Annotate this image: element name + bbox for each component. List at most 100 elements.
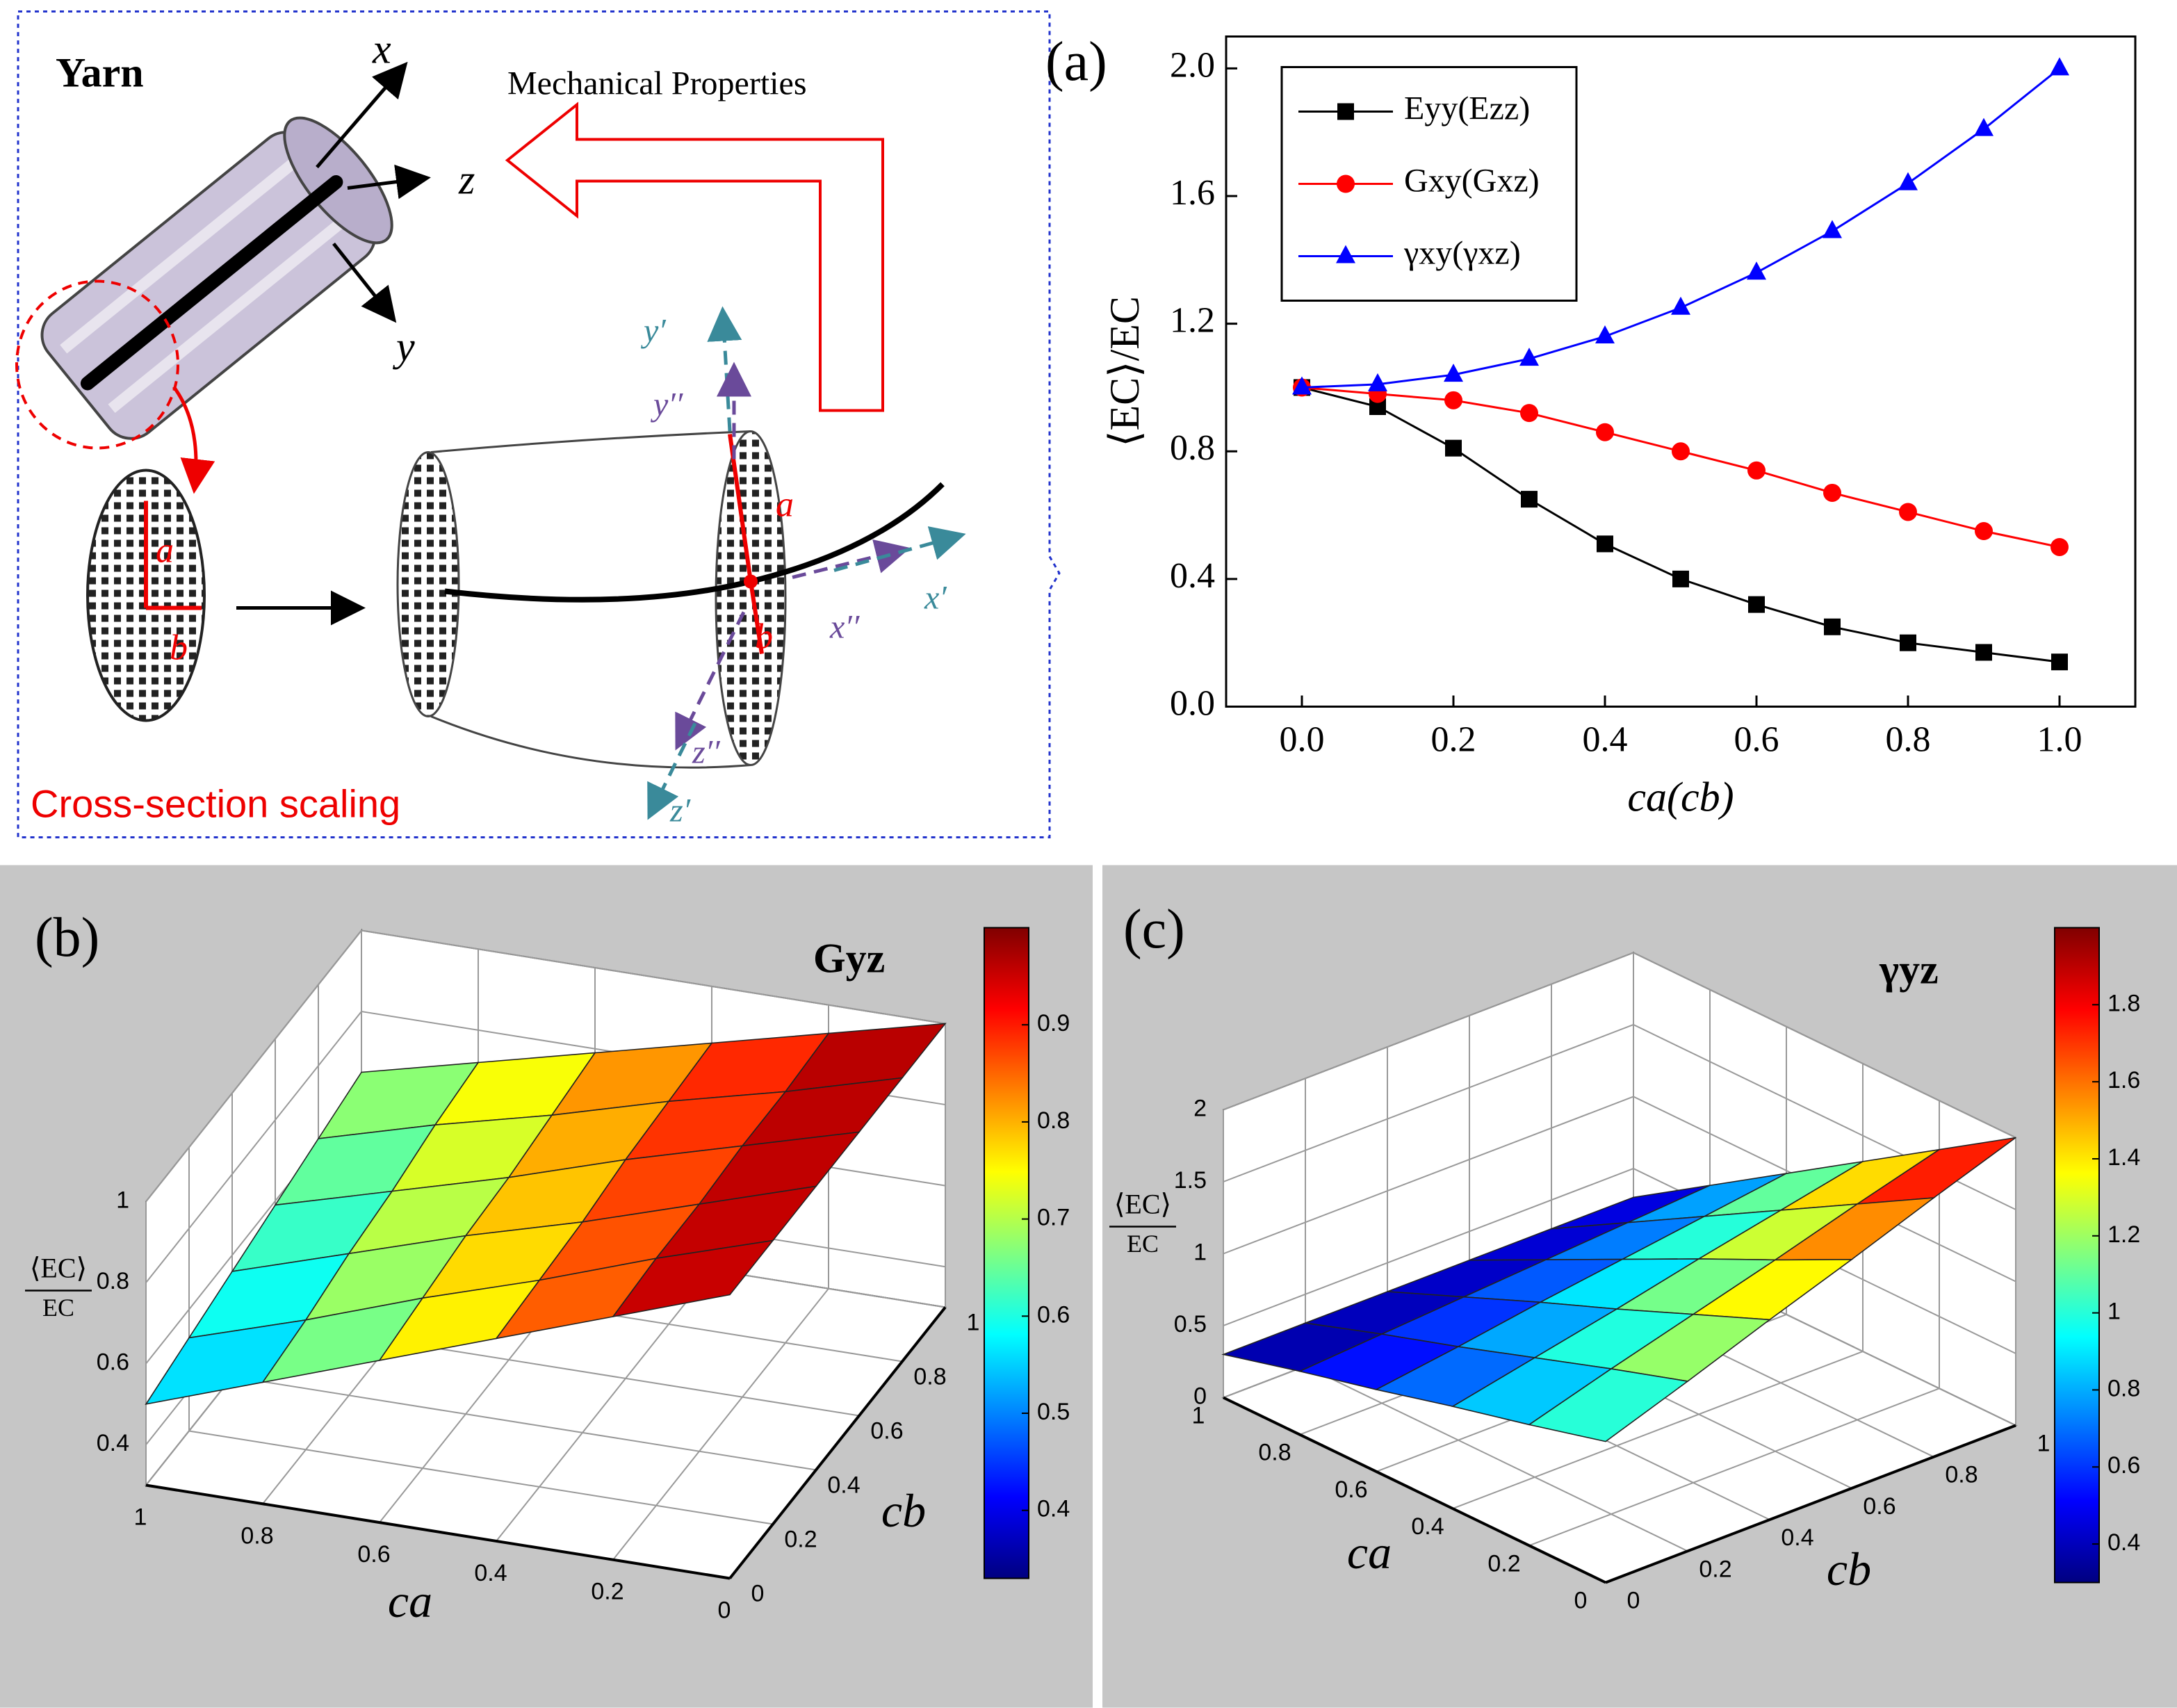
legend-label: Eyy(Ezz) [1404,90,1530,127]
y-tick-label: 0.6 [1863,1493,1895,1520]
y-tick-label: 1 [967,1309,980,1335]
z-axis-label: ⟨EC⟩ [30,1253,87,1284]
marker [1595,325,1615,344]
colorbar-tick-label: 1.4 [2107,1144,2140,1171]
colorbar-tick-label: 0.8 [2107,1375,2140,1401]
y-tick-label: 0.6 [870,1417,903,1444]
marker [1672,442,1690,461]
y-tick-label: 0 [1627,1587,1640,1613]
marker [1672,570,1689,587]
x-tick-label: 0.8 [1258,1440,1291,1466]
z-tick-label: 0.6 [97,1349,129,1376]
colorbar-tick-label: 0.9 [1037,1010,1070,1036]
marker [1596,423,1614,441]
label: Cross-section scaling [31,781,400,825]
x-tick-label: 0.2 [591,1579,623,1605]
axis-line [728,1306,947,1579]
colorbar [984,927,1029,1579]
marker [1974,117,1993,136]
colorbar-tick-label: 0.5 [1037,1399,1070,1425]
x-axis-label: ca [388,1575,432,1627]
surface-patch [1528,1368,1690,1442]
marker [1445,439,1462,457]
diagram-border [17,10,1061,838]
legend-label: Gxy(Gxz) [1404,163,1540,200]
label: z′′ [692,734,721,771]
y-tick-label: 0.2 [1699,1556,1731,1582]
marker [1823,220,1842,238]
axis-line [1605,1424,2016,1584]
label: y′′ [650,387,684,423]
surface-title: γyz [1879,946,1939,992]
x-tick-label: 0 [718,1597,731,1623]
marker [1521,491,1538,508]
y-tick-label: 0.8 [913,1363,946,1390]
label: Yarn [56,49,144,95]
x-tick-label: 0.2 [1431,719,1476,759]
grid-line [188,1147,774,1525]
z-axis-label: ⟨EC⟩ [1114,1189,1171,1220]
x-tick-label: 0.0 [1280,719,1325,759]
z-tick-label: 1 [1193,1239,1207,1265]
marker [1900,634,1916,651]
axis-line [1223,1396,1606,1584]
legend-marker [1337,174,1355,193]
z-tick-label: 0.5 [1174,1311,1207,1337]
z-tick-label: 1 [116,1187,129,1213]
surface-patch [612,1239,774,1318]
y-tick-label: 1 [2037,1430,2050,1456]
x-tick-label: 0.6 [1734,719,1779,759]
marker [1899,503,1917,521]
marker [1520,404,1538,423]
legend-marker [1337,103,1354,120]
legend-label: γxy(γxz) [1403,235,1521,272]
x-tick-label: 0.6 [1335,1477,1367,1503]
y-tick-label: 0.4 [1170,556,1215,596]
axis-line [145,1483,731,1580]
marker [1975,522,1993,541]
x-tick-label: 0.8 [1886,719,1931,759]
x-tick-label: 0.8 [240,1522,273,1549]
y-tick-label: 0 [751,1580,765,1607]
marker [1747,461,1766,480]
label: z′ [669,792,692,829]
diagram: Yarn x z y Mechanical Properties Cross-s… [15,10,1061,838]
x-tick-label: 0.4 [1583,719,1628,759]
colorbar-tick-label: 0.6 [2107,1452,2140,1479]
z-tick-label: 0 [1193,1383,1207,1409]
label: x′′ [829,609,861,646]
marker [1368,373,1387,391]
x-axis-label: ca [1347,1526,1392,1579]
y-axis-label: cb [881,1484,926,1537]
colorbar [2054,927,2100,1584]
marker [1824,618,1841,635]
marker [1292,376,1312,395]
colorbar-tick-label: 0.4 [1037,1496,1070,1522]
yarn-cylinder [40,116,393,440]
label: a [156,530,174,570]
legend-marker [1336,245,1355,263]
marker [2051,653,2068,671]
x-tick-label: 0.4 [1411,1513,1444,1540]
panel-label: (c) [1123,899,1185,960]
marker [1444,364,1463,382]
marker [1671,296,1690,315]
z-axis-label: EC [1127,1230,1159,1258]
label: b [755,617,773,656]
series-line [1301,386,2060,663]
label: y [392,323,415,369]
x-tick-label: 1.0 [2037,719,2082,759]
y-tick-label: 0.2 [784,1526,817,1552]
colorbar-tick-label: 1.6 [2107,1067,2140,1093]
marker [1747,261,1766,280]
y-tick-label: 0.8 [1945,1462,1978,1488]
label: x′ [924,580,947,617]
marker [1519,348,1539,366]
plot-frame [1225,35,2137,708]
colorbar-tick-label: 0.8 [1037,1107,1070,1134]
x-tick-label: 0 [1574,1587,1588,1613]
x-axis-label: ca(cb) [1627,774,1734,820]
label: z [458,156,475,202]
y-tick-label: 1.6 [1170,173,1215,213]
surface-title: Gyz [813,935,885,981]
